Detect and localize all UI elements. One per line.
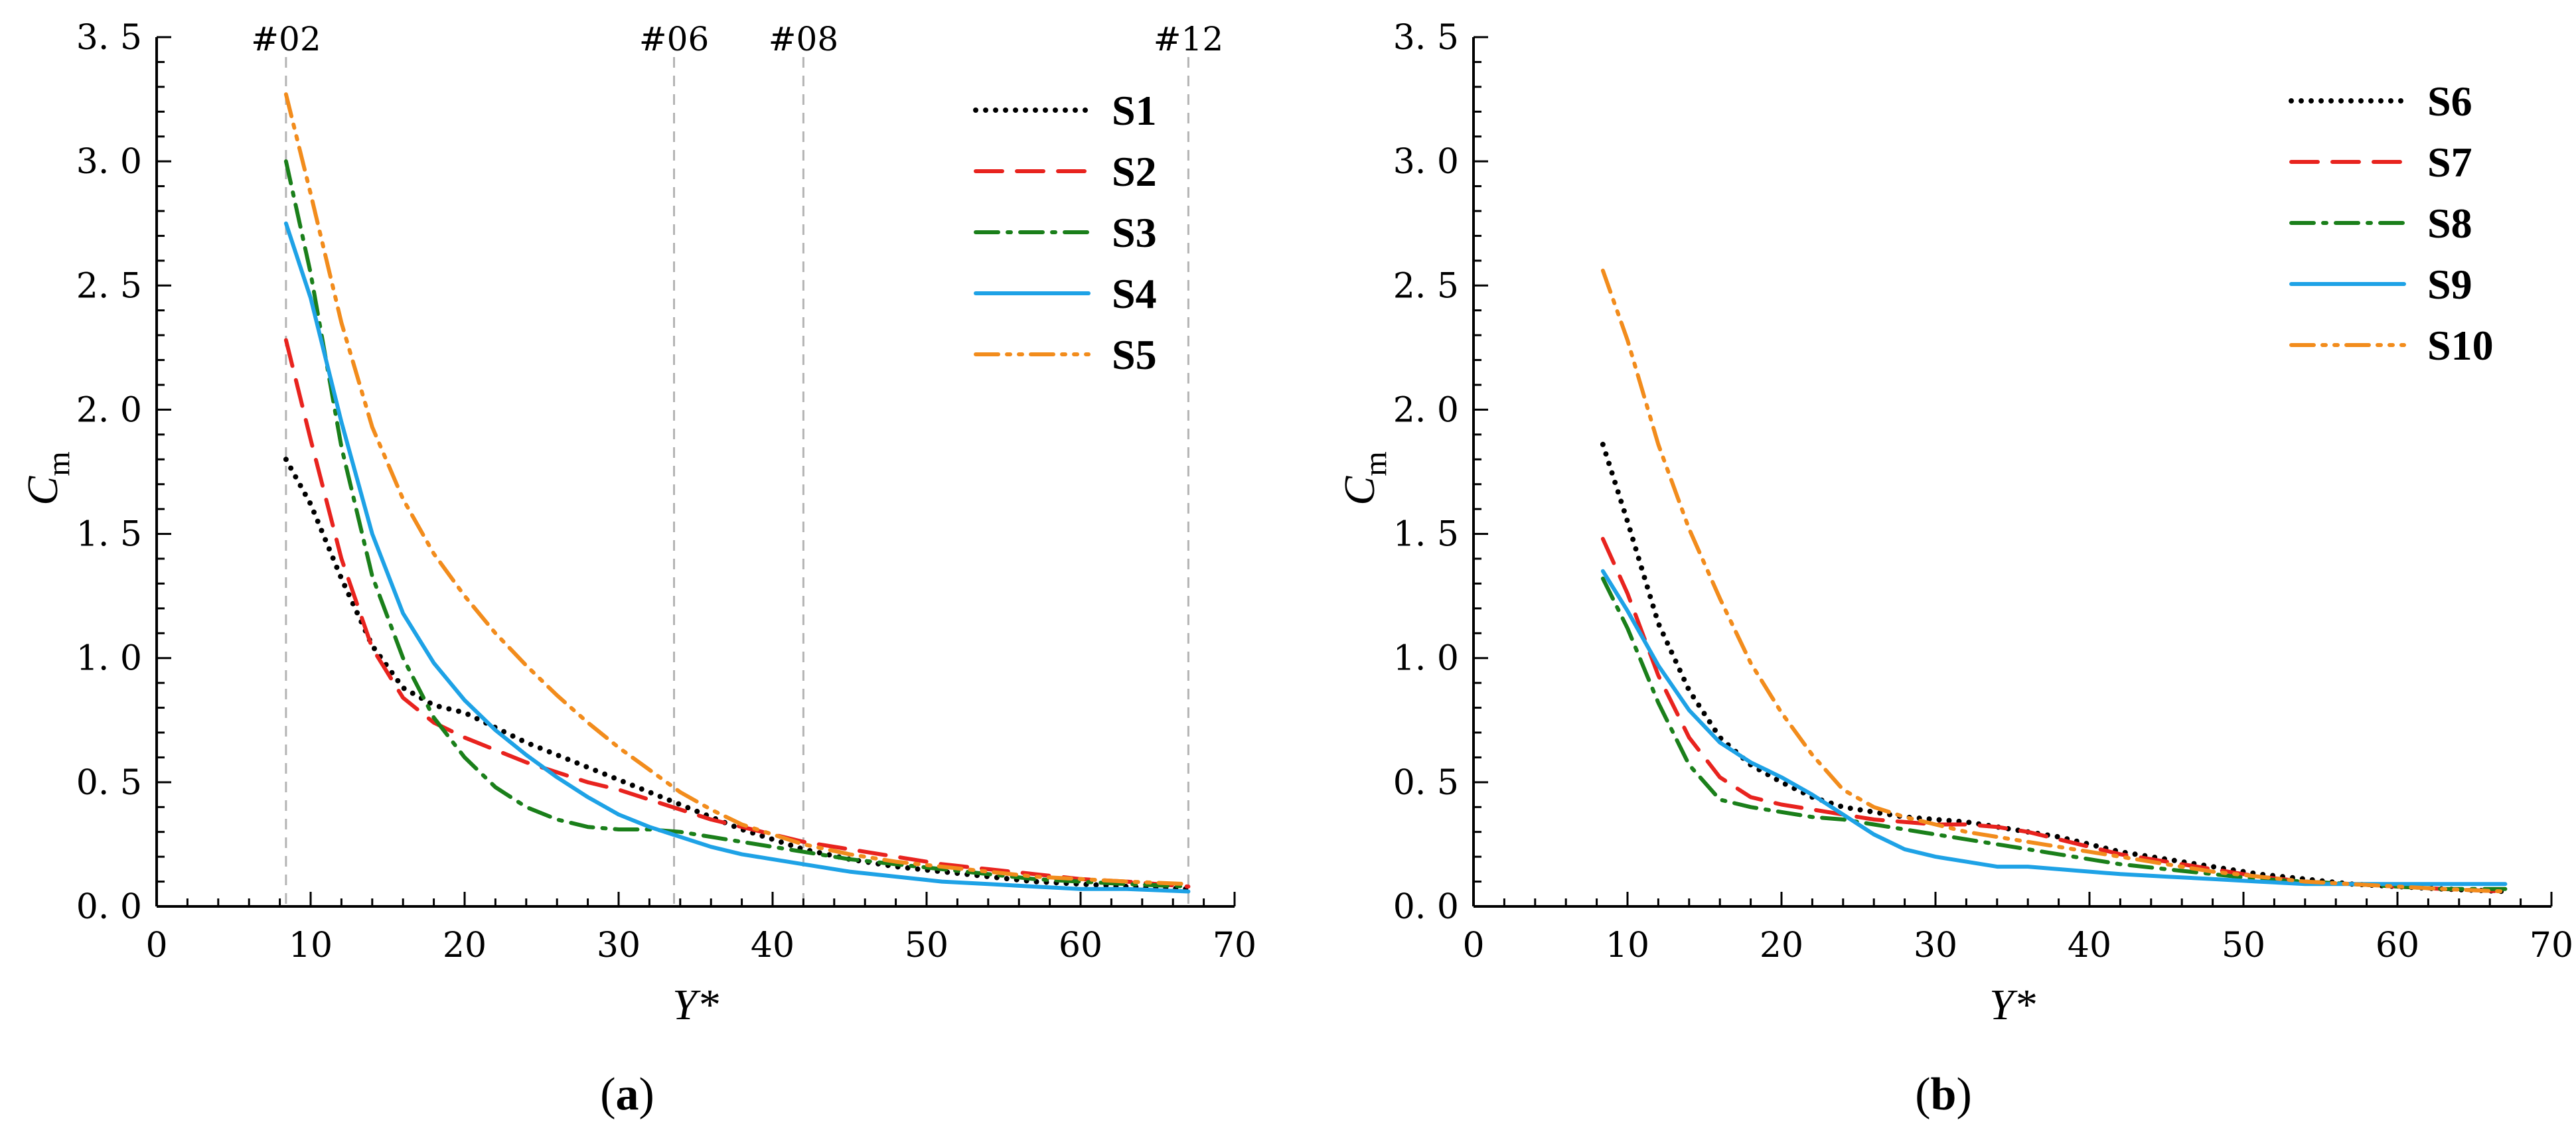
y-tick-label: 0. 5 [76,763,142,803]
y-tick-label: 0. 0 [76,887,142,927]
series-line-s9 [1600,569,2508,887]
series-line-s8 [1600,576,2508,891]
reference-line-label: #12 [1154,20,1224,58]
y-axis-title: Cm [19,451,76,505]
y-tick-label: 1. 5 [76,515,142,555]
legend-label-s7: S7 [2427,139,2472,186]
y-axis-title-group: Cm [1335,451,1393,505]
panel-label-close: ) [1956,1069,1971,1120]
x-tick-label: 60 [2376,926,2419,965]
x-tick-label: 40 [2068,926,2111,965]
x-axis-title: Y* [672,981,719,1029]
x-tick-label: 20 [443,926,487,965]
panel-label-open: ( [600,1069,615,1120]
series-line-s10 [1600,268,2508,894]
y-tick-label: 3. 5 [1393,18,1459,58]
x-tick-label: 10 [289,926,333,965]
series-line-s5 [283,92,1191,887]
series-line-s4 [283,221,1191,894]
legend-label-s9: S9 [2427,261,2472,308]
panel-label-letter: a [616,1069,639,1120]
panel-b-chart: 0 10 20 30 40 50 60 70 0. 0 0. 5 1. 0 1. 5 2. 0 2. 5 3… [1335,18,2573,1120]
y-tick-label: 0. 0 [1393,887,1459,927]
reference-line-label: #08 [769,20,839,58]
x-axis-title: Y* [1989,981,2036,1029]
y-tick-label: 1. 5 [1393,515,1459,555]
y-tick-label: 3. 0 [76,142,142,182]
y-tick-label: 2. 0 [1393,390,1459,430]
legend-label-s6: S6 [2427,78,2472,125]
legend-label-s1: S1 [1112,87,1157,134]
y-tick-label: 3. 5 [76,18,142,58]
y-axis-title-main: C [1335,476,1384,506]
y-tick-label: 3. 0 [1393,142,1459,182]
legend-label-s10: S10 [2427,322,2494,369]
y-axis-title-group: Cm [19,451,76,505]
x-tick-label: 40 [751,926,795,965]
x-tick-label: 0 [1462,926,1484,965]
panel-label-open: ( [1915,1069,1930,1120]
y-tick-label: 2. 0 [76,390,142,430]
y-axis-title: Cm [1335,451,1393,505]
y-axis-title-main: C [19,476,67,506]
y-tick-label: 0. 5 [1393,763,1459,803]
reference-line-label: #06 [639,20,710,58]
reference-line-label: #02 [251,20,321,58]
y-tick-label: 1. 0 [1393,639,1459,679]
panel-a-chart: #02 #06 #08 #12 0 10 20 30 40 50 60 70 0. 0 0. 5 1. 0 1… [19,18,1256,1120]
x-tick-label: 50 [2222,926,2265,965]
y-axis-title-subscript: m [41,451,76,476]
legend-label-s2: S2 [1112,148,1157,195]
legend-label-s8: S8 [2427,200,2472,247]
x-tick-label: 30 [597,926,641,965]
x-tick-label: 60 [1059,926,1102,965]
series-line-s2 [283,338,1191,889]
y-tick-label: 2. 5 [76,266,142,306]
legend-label-s4: S4 [1112,270,1157,317]
y-tick-label: 1. 0 [76,639,142,679]
x-tick-label: 50 [905,926,948,965]
x-tick-label: 30 [1914,926,1957,965]
panel-label-letter: b [1931,1069,1957,1120]
legend-label-s5: S5 [1112,331,1157,378]
panel-label: (b) [1915,1069,1972,1120]
panel-label: (a) [600,1069,654,1120]
panel-label-close: ) [639,1069,654,1120]
x-tick-label: 0 [145,926,167,965]
y-axis-title-subscript: m [1358,451,1393,476]
series-line-s7 [1600,537,2508,894]
x-tick-label: 70 [1213,926,1256,965]
legend-label-s3: S3 [1112,209,1157,256]
x-tick-label: 10 [1606,926,1649,965]
y-tick-label: 2. 5 [1393,266,1459,306]
x-tick-label: 70 [2530,926,2573,965]
x-tick-label: 20 [1760,926,1803,965]
